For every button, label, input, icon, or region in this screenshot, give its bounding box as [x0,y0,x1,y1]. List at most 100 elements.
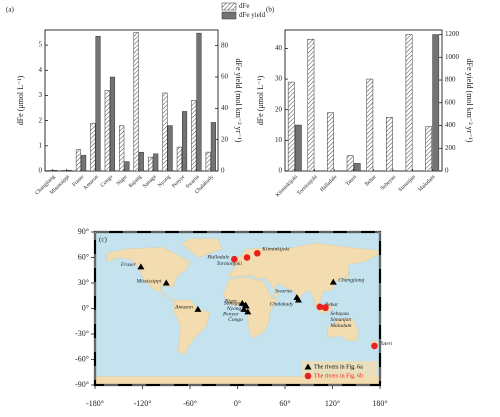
bar [153,153,159,172]
y-tick-label: 1 [39,141,43,149]
marker [242,302,250,309]
y-tick-label: 3 [39,91,43,99]
bar [307,38,315,172]
point-label: Maludam [329,323,351,329]
bar [191,100,197,172]
y-tick-label: 20 [275,105,283,113]
point-label: Sebuyau [330,311,349,317]
point-label: Amazon [174,305,193,311]
x-tick-label: -120° [134,399,152,408]
marker [231,255,238,263]
bar [425,126,433,172]
y2-tick-label: 40 [221,104,229,112]
x-tick-label: Rajang [128,174,143,189]
bar [366,78,374,172]
x-tick-label: -180° [86,399,104,408]
y2-tick-label: 1000 [445,53,460,61]
bar [90,122,96,172]
bar [147,156,154,172]
y-axis-label: dFe (μmol L⁻¹) [256,75,265,125]
marker [294,296,302,303]
x-tick-label: -60° [183,399,197,408]
y2-tick-label: 60 [221,73,229,81]
x-tick-label: Nyong [157,174,172,189]
y-tick-label: 0 [279,167,283,175]
y-tick-label: 30 [275,75,283,83]
point-label: Sanaga [224,300,241,306]
marker [243,254,251,261]
bar [405,34,413,172]
y2-tick-label: 0 [221,167,225,175]
bar [210,122,216,172]
panel-label: (b) [266,6,275,14]
legend-swatch [221,11,237,20]
bar [66,169,72,172]
y-tick-label: 30° [78,278,89,287]
y2-tick-label: 1200 [445,30,460,38]
y-tick-label: -60° [75,354,89,363]
bar [52,169,58,172]
bar [133,32,139,172]
bar [176,146,182,172]
bar [287,81,295,172]
legend-label: dFe [239,2,250,10]
x-tick-label: Kiiminkijoki [275,174,300,199]
legend-box [302,361,378,383]
marker [162,279,170,286]
bar [386,117,393,172]
bar [294,124,302,172]
legend-marker [304,372,312,380]
point-label: Halladale [206,254,230,260]
point-label: Kiiminkijoki [261,247,290,253]
bar [138,151,144,172]
y-tick-label: -90° [75,380,89,389]
y2-tick-label: 400 [445,121,456,129]
y-tick-label: 0° [82,303,89,312]
y-tick-label: 60° [78,252,89,261]
y-tick-label: 90° [78,227,89,236]
bar [167,125,173,172]
y2-axis-label: dFe yield (mol km⁻² yr⁻¹) [234,59,243,143]
point-label: Swarna [275,289,292,295]
plot-frame [44,29,219,172]
legend-label: dFe yield [239,11,266,19]
bar [346,155,354,172]
marker [316,303,324,311]
y2-tick-label: 800 [445,76,456,84]
continents [95,239,380,385]
panel-label: (a) [6,6,14,14]
x-tick-label: Sebuyau [380,174,398,192]
legend-swatch [221,2,237,11]
bar [327,112,334,172]
marker [322,304,329,311]
y2-axis-label: dFe yield (mol km⁻² yr⁻¹) [465,59,474,143]
point-label: Simunjan [330,317,351,323]
x-tick-label: Sanaga [142,174,158,190]
point-label: Bebar [325,302,339,308]
bar [124,161,130,172]
y-tick-label: 10 [275,136,283,144]
marker [371,342,378,350]
bar [61,170,67,172]
marker [194,305,202,312]
bar [75,149,82,172]
legend-label: The rivers in Fig. 6b [314,373,363,379]
point-label: Chalakudy [270,301,294,307]
point-label: Mississippi [135,278,161,284]
y-axis-label: dFe (μmol L⁻¹) [16,75,25,125]
marker [244,308,252,315]
x-tick-label: 180° [372,399,387,408]
bar [119,125,125,172]
bar [432,34,440,172]
point-label: Penyor [222,312,240,318]
y2-tick-label: 200 [445,144,456,152]
y-tick-label: 40 [275,44,283,52]
x-tick-label: 0° [234,399,241,408]
legend-label: The rivers in Fig. 6a [314,364,363,370]
y-tick-label: 2 [39,116,43,124]
point-label: Nyong [226,306,242,312]
y-tick-label: 4 [39,66,43,74]
x-tick-label: Bebar [364,174,378,188]
x-tick-label: Tateri [345,174,359,188]
